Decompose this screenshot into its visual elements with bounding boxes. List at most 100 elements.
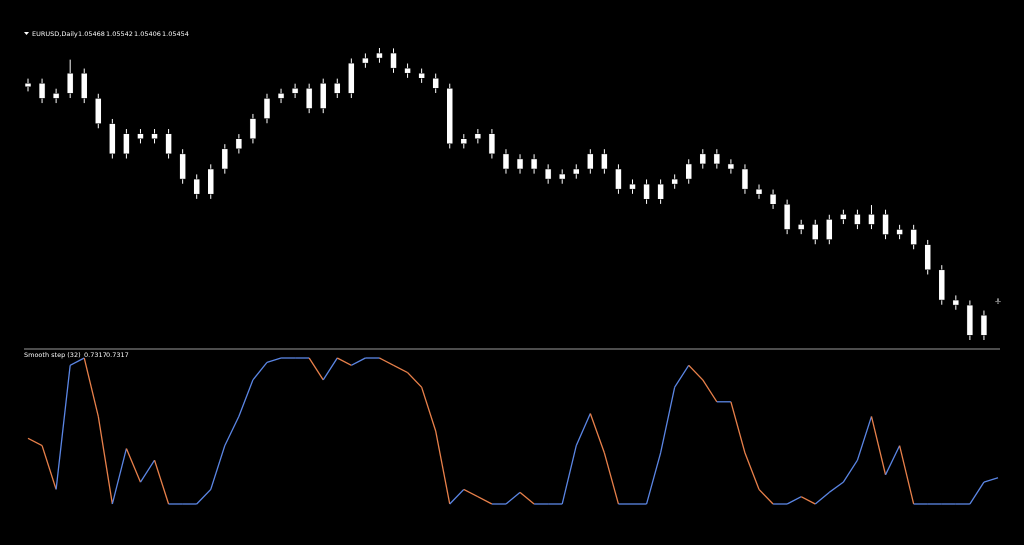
indicator-segment (224, 416, 240, 446)
candle-body (38, 83, 46, 99)
candle-body (994, 301, 1002, 303)
indicator-segment (983, 477, 999, 483)
indicator-segment (69, 357, 85, 366)
collapse-arrow[interactable] (24, 32, 29, 35)
indicator-segment (800, 496, 816, 505)
candle-body (66, 72, 74, 94)
candle-body (488, 133, 496, 155)
candle-body (165, 133, 172, 155)
candle-body (671, 178, 678, 185)
candle-body (544, 168, 552, 180)
indicator-segment (153, 460, 170, 505)
indicator-segment (505, 491, 521, 505)
indicator-segment (463, 488, 479, 498)
indicator-segment (266, 357, 282, 364)
candle-body (643, 183, 650, 200)
candle-body (896, 229, 903, 235)
candle-body (418, 72, 425, 79)
candle-body (207, 168, 215, 195)
indicator-segment (111, 448, 128, 505)
indicator-segment (519, 491, 535, 505)
candle-body (952, 299, 960, 306)
indicator-segment (449, 488, 465, 505)
candle-body (868, 214, 875, 225)
candle-body (516, 158, 524, 170)
indicator-segment (379, 357, 394, 366)
indicator-segment (97, 416, 113, 505)
candle-body (334, 83, 341, 94)
candle-body (24, 83, 32, 88)
candle-body (980, 314, 988, 336)
candle-body (854, 214, 861, 225)
indicator-segment (870, 416, 887, 475)
candle-body (291, 88, 299, 94)
indicator-segment (393, 364, 408, 374)
candle-body (910, 229, 917, 245)
candle-body (80, 72, 88, 99)
indicator-segment (674, 364, 690, 388)
indicator-segment (55, 365, 71, 490)
indicator-segment (856, 416, 873, 461)
candle-body (123, 133, 130, 155)
candle-body (376, 52, 383, 59)
indicator-segment (575, 413, 591, 446)
low-value: 1.05406 (134, 30, 161, 38)
indicator-segment (603, 452, 620, 505)
indicator-segment (730, 401, 746, 454)
candle-body (573, 168, 580, 175)
indicator-segment (477, 496, 493, 505)
candle-body (432, 77, 439, 89)
candle-body (938, 269, 946, 301)
indicator-segment (589, 413, 605, 454)
candle-body (362, 57, 369, 64)
indicator-segment (407, 372, 423, 388)
indicator-value: 0.7317 (106, 351, 129, 359)
candle-body (769, 193, 777, 205)
indicator-segment (645, 452, 662, 505)
candle-body (263, 98, 271, 119)
candle-body (179, 153, 186, 180)
candle-body (713, 153, 721, 165)
indicator-segment (41, 445, 57, 490)
candle-body (629, 183, 636, 190)
indicator-segment (336, 357, 352, 366)
open-value: 1.05468 (78, 30, 105, 38)
candle-body (277, 93, 285, 99)
indicator-segment (842, 459, 858, 483)
close-value: 1.05454 (162, 30, 189, 38)
high-value: 1.05542 (106, 30, 133, 38)
indicator-segment (814, 491, 830, 505)
indicator-segment (210, 445, 226, 490)
indicator-segment (435, 430, 451, 505)
candle-body (95, 98, 102, 124)
indicator-segment (898, 445, 915, 505)
indicator-segment (125, 448, 142, 483)
candle-body (235, 138, 243, 150)
candle-body (530, 158, 538, 170)
indicator-segment (322, 357, 338, 381)
candle-body (615, 168, 622, 190)
indicator-segment (27, 437, 43, 447)
indicator-segment (786, 496, 802, 505)
indicator-segment (702, 379, 718, 403)
candle-body (249, 118, 257, 139)
candle-body (699, 153, 707, 165)
indicator-segment (969, 481, 985, 505)
candle-body (151, 133, 158, 139)
indicator-segment (83, 357, 99, 417)
candle-body (783, 204, 791, 230)
candle-body (727, 163, 735, 170)
indicator-segment (139, 459, 156, 483)
indicator-segment (238, 379, 254, 417)
candle-body (882, 214, 889, 235)
indicator-segment (659, 387, 676, 454)
candle-body (460, 138, 468, 145)
candle-body (966, 304, 974, 336)
indicator-segment (421, 387, 437, 432)
candle-body (109, 123, 116, 155)
candle-body (558, 173, 566, 180)
candle-body (404, 67, 411, 74)
indicator-segment (308, 357, 324, 381)
indicator-title: Smooth step (32) (24, 351, 81, 359)
